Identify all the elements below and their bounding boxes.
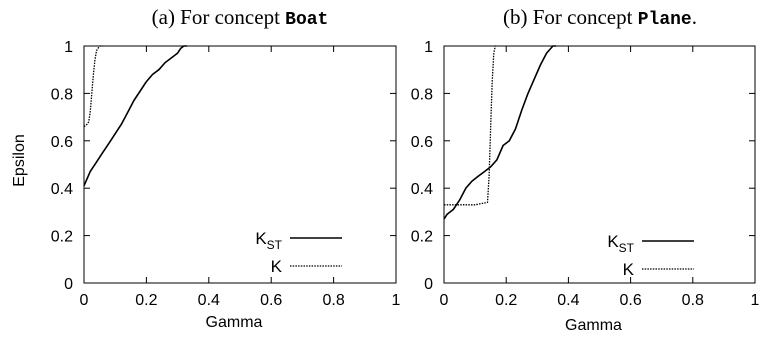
y-tick-label: 0.4 [411,181,433,198]
chart-title-prefix: (b) For concept [503,5,638,29]
series-line-k [444,45,497,206]
y-tick-label: 0.2 [51,229,73,246]
series-line-k-st [83,45,187,187]
chart-title-concept: Boat [285,10,328,30]
x-tick-label: 0.8 [322,292,344,309]
y-tick-label: 0.8 [411,86,433,103]
legend-label-k: K [271,257,283,276]
series-line-k-st [443,45,556,220]
x-tick-label: 1 [751,292,759,309]
chart-title: (a) For concept Boat [152,5,329,30]
legend-label-main: K [607,232,619,251]
plot-frame [443,45,756,284]
plot-frame [83,45,397,284]
chart-title-prefix: (a) For concept [152,5,286,29]
chart-panel-1: (a) For concept Boat 0 0.2 0.4 0.6 0.8 1 0 0.2 0.… [11,5,401,331]
y-tick-label: 0.8 [51,86,73,103]
x-tick-label: 0.2 [495,292,517,309]
x-tick-label: 0.8 [682,292,704,309]
legend-label-main: K [271,257,283,276]
x-tick-label: 0.4 [198,292,220,309]
x-axis-label: Gamma [565,317,622,334]
chart-title-suffix: . [692,5,697,29]
y-tick-label: 0.6 [411,134,433,151]
y-tick-label: 0.2 [411,229,433,246]
legend-label-subscript: ST [619,241,635,255]
chart-title-concept: Plane [638,10,692,30]
legend-label-k: K [623,260,635,279]
y-tick-label: 0.4 [51,181,73,198]
y-tick-label: 0 [64,276,73,293]
x-axis-label: Gamma [206,314,263,331]
legend-label-k-st: KST [255,229,282,252]
chart-title: (b) For concept Plane. [503,5,697,30]
legend-label-subscript: ST [267,238,283,252]
y-axis-label: Epsilon [11,134,28,186]
x-tick-label: 1 [392,292,401,309]
y-tick-label: 0.6 [51,134,73,151]
legend-label-k-st: KST [607,232,634,255]
x-tick-label: 0 [80,292,89,309]
x-tick-label: 0.6 [619,292,641,309]
legend-label-main: K [623,260,635,279]
x-tick-label: 0.6 [260,292,282,309]
x-tick-label: 0.2 [135,292,157,309]
y-tick-label: 1 [424,39,433,56]
series-line-k [83,45,103,128]
x-tick-label: 0.4 [557,292,579,309]
chart-panel-2: (b) For concept Plane. 0 0.2 0.4 0.6 0.8 1 0 0.2… [411,5,759,334]
y-tick-label: 1 [64,39,73,56]
y-tick-label: 0 [424,276,433,293]
x-tick-label: 0 [440,292,449,309]
legend-label-main: K [255,229,267,248]
